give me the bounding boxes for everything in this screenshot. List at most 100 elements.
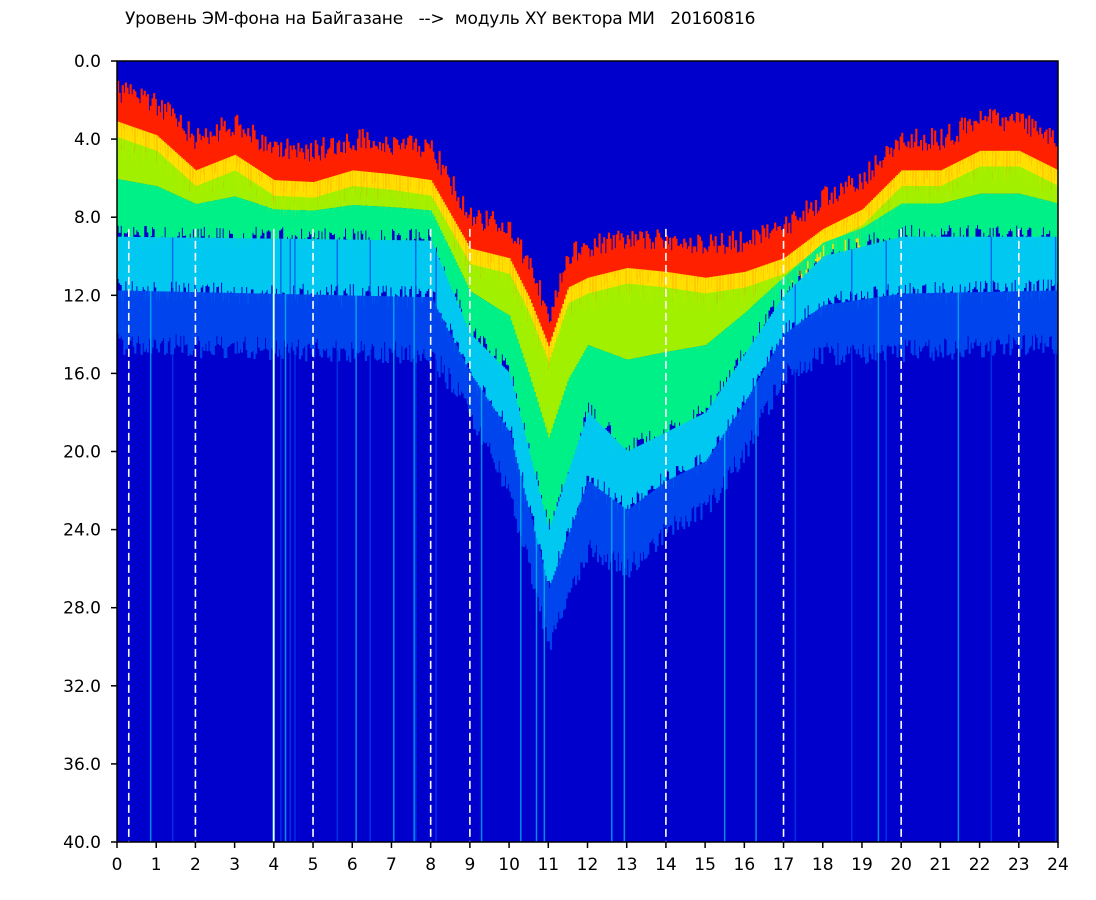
heatmap-cell	[1021, 194, 1025, 235]
heatmap-cell	[683, 472, 686, 530]
heatmap-cell	[441, 266, 444, 323]
heatmap-cell	[292, 209, 295, 241]
heatmap-cell	[882, 241, 885, 294]
heatmap-cell	[778, 302, 782, 339]
heatmap-cell	[738, 288, 741, 319]
heatmap-cell	[915, 203, 918, 247]
heatmap-cell	[1032, 173, 1036, 198]
heatmap-cell	[866, 183, 869, 211]
heatmap-cell	[438, 312, 441, 378]
heatmap-cell	[676, 475, 680, 530]
heatmap-cell	[138, 103, 142, 131]
heatmap-cell	[648, 493, 651, 543]
heatmap-cell	[603, 237, 606, 277]
heatmap-cell	[160, 237, 164, 298]
heatmap-cell	[204, 237, 207, 287]
heatmap-cell	[753, 386, 756, 435]
heatmap-cell	[962, 129, 965, 165]
heatmap-cell	[835, 198, 838, 232]
heatmap-cell	[245, 238, 248, 288]
heatmap-cell	[717, 275, 720, 295]
heatmap-cell	[504, 257, 507, 286]
heatmap-cell	[1040, 236, 1043, 295]
heatmap-cell	[493, 408, 496, 463]
heatmap-cell	[876, 195, 879, 225]
heatmap-cell	[140, 290, 143, 355]
heatmap-cell	[570, 301, 573, 376]
heatmap-cell	[995, 236, 998, 290]
heatmap-cell	[491, 253, 494, 273]
heatmap-cell	[127, 140, 131, 182]
heatmap-cell	[131, 290, 134, 337]
heatmap-cell	[291, 149, 294, 202]
heatmap-cell	[291, 209, 294, 236]
heatmap-cell	[244, 199, 247, 249]
heatmap-cell	[587, 277, 590, 299]
heatmap-cell	[659, 286, 662, 354]
heatmap-cell	[770, 314, 774, 347]
heatmap-cell	[173, 291, 176, 349]
heatmap-cell	[192, 183, 195, 203]
heatmap-cell	[1056, 236, 1058, 283]
heatmap-cell	[129, 290, 132, 341]
heatmap-cell	[482, 392, 485, 442]
heatmap-cell	[557, 501, 560, 552]
heatmap-cell	[430, 210, 433, 250]
heatmap-cell	[178, 291, 181, 347]
heatmap-cell	[941, 203, 945, 235]
heatmap-cell	[382, 188, 385, 207]
heatmap-cell	[127, 181, 131, 233]
heatmap-cell	[255, 167, 258, 192]
heatmap-cell	[146, 94, 149, 158]
heatmap-cell	[280, 142, 283, 192]
heatmap-cell	[716, 444, 719, 503]
heatmap-cell	[822, 305, 825, 348]
heatmap-cell	[797, 247, 800, 276]
heatmap-cell	[313, 182, 316, 212]
heatmap-cell	[593, 291, 596, 348]
heatmap-cell	[717, 393, 720, 436]
heatmap-streak	[723, 384, 726, 842]
heatmap-cell	[1003, 193, 1006, 238]
heatmap-cell	[913, 203, 916, 237]
heatmap-cell	[231, 292, 234, 344]
heatmap-streak	[1054, 236, 1057, 842]
heatmap-cell	[170, 163, 173, 193]
heatmap-cell	[921, 203, 924, 240]
heatmap-cell	[1032, 236, 1036, 285]
heatmap-cell	[755, 268, 758, 286]
heatmap-cell	[670, 250, 673, 279]
heatmap-cell	[891, 209, 894, 241]
heatmap-cell	[430, 140, 433, 185]
heatmap-cell	[534, 326, 537, 393]
heatmap-cell	[330, 295, 333, 362]
heatmap-cell	[760, 282, 763, 299]
heatmap-cell	[334, 295, 338, 341]
heatmap-cell	[603, 492, 606, 555]
heatmap-cell	[411, 208, 415, 243]
heatmap-cell	[705, 461, 708, 506]
heatmap-cell	[258, 169, 261, 198]
heatmap-cell	[405, 208, 408, 239]
heatmap-cell	[836, 201, 840, 230]
heatmap-cell	[926, 293, 929, 347]
heatmap-cell	[429, 195, 432, 211]
heatmap-cell	[905, 147, 909, 189]
heatmap-cell	[269, 238, 272, 303]
heatmap-cell	[352, 170, 355, 196]
heatmap-cell	[794, 265, 797, 268]
heatmap-cell	[1009, 193, 1012, 229]
heatmap-cell	[462, 196, 465, 246]
heatmap-cell	[226, 238, 229, 291]
heatmap-cell	[394, 190, 397, 208]
heatmap-cell	[342, 239, 346, 291]
heatmap-cell	[378, 296, 382, 359]
heatmap-cell	[265, 206, 269, 232]
heatmap-cell	[802, 276, 805, 326]
heatmap-cell	[1047, 180, 1050, 201]
heatmap-cell	[719, 291, 722, 334]
heatmap-cell	[377, 296, 380, 360]
heatmap-cell	[607, 352, 611, 423]
heatmap-cell	[952, 179, 956, 201]
heatmap-cell	[479, 297, 482, 337]
